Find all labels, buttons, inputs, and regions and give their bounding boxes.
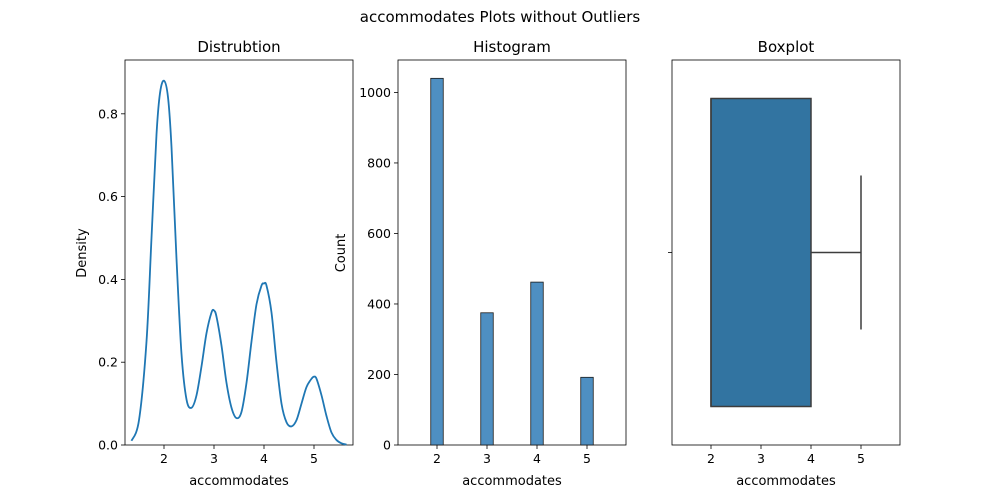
- boxplot-xlabel: accommodates: [736, 474, 836, 489]
- histogram-ytick-label: 0: [383, 438, 391, 453]
- histogram-title: Histogram: [473, 38, 551, 56]
- histogram-bar: [430, 77, 444, 446]
- distribution-ytick-label: 0.4: [98, 272, 118, 287]
- histogram-bar: [480, 312, 494, 446]
- histogram-ticks: 2 3 4 5 0 200 400 600 800 1000: [359, 85, 591, 466]
- histogram-ytick-label: 200: [367, 367, 391, 382]
- histogram-ylabel: Count: [334, 234, 349, 273]
- histogram-bars: [430, 77, 594, 446]
- distribution-ticks: 2 3 4 5 0.0 0.2 0.4 0.6 0.8: [98, 106, 318, 466]
- histogram-ytick-label: 800: [367, 155, 391, 170]
- boxplot-xtick-label: 4: [807, 451, 815, 466]
- boxplot-subplot: Boxplot 2 3 4 5 accommodates: [668, 38, 901, 489]
- boxplot-xtick-label: 2: [707, 451, 715, 466]
- distribution-subplot: Distrubtion 2 3 4 5 0.0 0.2 0.4 0.6 0.8 accommod…: [75, 38, 354, 489]
- kde-density-line: [130, 79, 347, 446]
- distribution-xtick-label: 2: [160, 451, 168, 466]
- histogram-ytick-label: 1000: [359, 85, 391, 100]
- distribution-xtick-label: 3: [210, 451, 218, 466]
- histogram-ytick-label: 400: [367, 296, 391, 311]
- histogram-xtick-label: 3: [483, 451, 491, 466]
- distribution-axes-frame: [124, 59, 354, 446]
- distribution-xlabel: accommodates: [189, 474, 289, 489]
- distribution-ytick-label: 0.8: [98, 106, 118, 121]
- boxplot-xtick-label: 3: [757, 451, 765, 466]
- histogram-bar: [530, 281, 544, 446]
- figure-suptitle: accommodates Plots without Outliers: [360, 8, 641, 26]
- distribution-ytick-label: 0.6: [98, 189, 118, 204]
- boxplot-box: [710, 97, 812, 408]
- boxplot-title: Boxplot: [758, 38, 815, 56]
- histogram-xtick-label: 4: [533, 451, 541, 466]
- distribution-title: Distrubtion: [197, 38, 280, 56]
- histogram-subplot: Histogram 2 3 4 5 0 200 400 600 800 1000 accommod…: [334, 38, 627, 489]
- distribution-xtick-label: 5: [310, 451, 318, 466]
- boxplot-box-group: [710, 97, 862, 408]
- histogram-bar: [580, 376, 594, 446]
- distribution-ytick-label: 0.2: [98, 355, 118, 370]
- boxplot-ticks: 2 3 4 5: [668, 252, 865, 466]
- boxplot-xtick-label: 5: [857, 451, 865, 466]
- distribution-xtick-label: 4: [260, 451, 268, 466]
- histogram-ytick-label: 600: [367, 226, 391, 241]
- histogram-axes-frame: [397, 59, 627, 446]
- histogram-xtick-label: 2: [433, 451, 441, 466]
- distribution-ylabel: Density: [75, 228, 90, 278]
- distribution-ytick-label: 0.0: [98, 438, 118, 453]
- histogram-xtick-label: 5: [583, 451, 591, 466]
- histogram-xlabel: accommodates: [462, 474, 562, 489]
